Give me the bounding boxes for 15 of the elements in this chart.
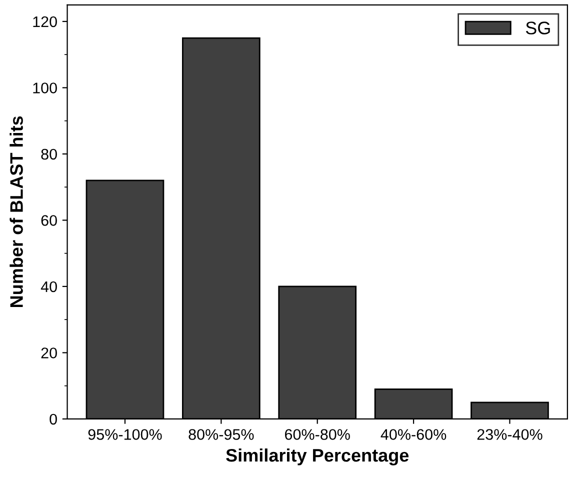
y-tick-label: 120 <box>33 16 57 28</box>
legend-label: SG <box>526 22 550 34</box>
y-tick-label: 100 <box>33 82 57 94</box>
y-tick-label: 80 <box>41 148 57 160</box>
x-tick-label: 60%-80% <box>285 429 350 440</box>
y-tick-label: 40 <box>40 281 57 292</box>
y-tick-label: 0 <box>50 414 57 425</box>
x-axis-title: Similarity Percentage <box>226 448 409 466</box>
x-tick-label: 40%-60% <box>380 429 446 440</box>
x-tick-label: 95%-100% <box>88 429 162 440</box>
x-tick-label: 23%-40% <box>477 429 542 440</box>
y-tick-label: 60 <box>41 215 57 226</box>
y-axis-title: Number of BLAST hits <box>10 116 23 308</box>
x-tick-label: 80%-95% <box>188 429 254 440</box>
y-tick-label: 20 <box>41 348 57 358</box>
